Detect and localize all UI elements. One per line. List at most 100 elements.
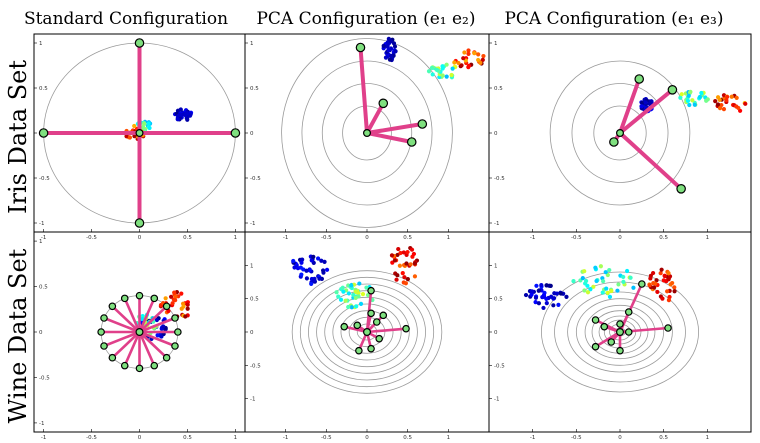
axis-endpoint-handle[interactable]	[676, 184, 686, 194]
axis-endpoint-handle[interactable]	[638, 280, 646, 288]
data-point	[582, 288, 587, 293]
x-tick-label: -0.5	[321, 235, 332, 241]
axis-endpoint-handle[interactable]	[634, 74, 645, 84]
axis-endpoint-handle[interactable]	[120, 361, 129, 370]
axis-endpoint-handle[interactable]	[134, 218, 145, 228]
axis-vector	[138, 330, 168, 360]
data-point	[404, 261, 409, 266]
axis-endpoint-handle[interactable]	[417, 119, 428, 129]
axis-endpoint-handle[interactable]	[108, 302, 117, 311]
data-point	[340, 285, 345, 290]
axis-endpoint-handle[interactable]	[609, 137, 619, 147]
data-point	[609, 288, 614, 294]
axis-endpoint-handle[interactable]	[667, 85, 678, 95]
data-point	[544, 301, 549, 306]
radius-ring	[571, 83, 669, 183]
axis-endpoint-handle[interactable]	[406, 137, 417, 147]
data-point	[659, 267, 664, 272]
data-point	[173, 298, 178, 303]
data-point	[466, 63, 472, 68]
axis-endpoint-handle[interactable]	[664, 324, 672, 332]
y-tick-label: 1	[494, 41, 498, 47]
data-point	[648, 276, 653, 281]
data-point	[564, 294, 569, 299]
axis-endpoint-handle[interactable]	[353, 321, 362, 330]
axis-endpoint-handle[interactable]	[607, 338, 616, 346]
axis-endpoint-handle[interactable]	[402, 324, 410, 333]
x-tick-label: -1	[283, 235, 288, 241]
axis-endpoint-handle[interactable]	[340, 322, 349, 331]
x-tick-label: 1	[706, 435, 710, 441]
y-tick-label: 0	[494, 131, 498, 137]
axis-vector	[138, 316, 177, 334]
axis-endpoint-handle[interactable]	[379, 311, 388, 320]
axis-endpoint-handle[interactable]	[230, 128, 241, 138]
x-tick-label: -1	[530, 235, 535, 241]
axis-endpoint-handle[interactable]	[367, 344, 375, 353]
x-tick-label: 0	[365, 435, 369, 441]
axis-endpoint-handle[interactable]	[600, 322, 609, 331]
axis-endpoint-handle[interactable]	[624, 328, 633, 336]
radius-ring	[308, 283, 426, 381]
axis-endpoint-handle[interactable]	[120, 294, 129, 303]
axis-endpoint-handle[interactable]	[367, 286, 375, 295]
data-point	[311, 278, 317, 283]
axis-endpoint-handle[interactable]	[162, 353, 171, 362]
data-point	[666, 271, 671, 276]
x-tick-label: 0.5	[403, 435, 412, 441]
axis-endpoint-handle[interactable]	[591, 342, 600, 351]
data-point	[666, 298, 672, 303]
axis-endpoint-handle[interactable]	[624, 308, 633, 316]
axis-endpoint-handle[interactable]	[97, 328, 105, 336]
axis-endpoint-handle[interactable]	[171, 342, 179, 350]
data-point	[449, 72, 454, 78]
axis-endpoint-handle[interactable]	[591, 316, 600, 324]
x-tick-label: 0	[138, 235, 142, 241]
axis-endpoint-handle[interactable]	[378, 98, 389, 109]
axis-endpoint-handle[interactable]	[355, 42, 366, 53]
data-point	[461, 56, 466, 61]
axis-endpoint-handle[interactable]	[616, 346, 624, 355]
data-point	[688, 89, 693, 94]
x-tick-label: -1	[41, 235, 46, 241]
panel-iris-pca12: -1 -0.5 0 0.5 1 -1 -0.5 0 0.5 1	[244, 33, 490, 241]
axis-endpoint-handle[interactable]	[135, 364, 144, 373]
axis-endpoint-handle[interactable]	[174, 328, 182, 336]
data-point	[411, 251, 417, 257]
axis-endpoint-handle[interactable]	[100, 342, 108, 350]
y-tick-label: 0	[494, 330, 498, 336]
x-tick-label: -0.5	[86, 435, 97, 441]
radius-ring	[549, 60, 691, 206]
data-point	[170, 301, 175, 306]
data-point	[621, 274, 626, 280]
origin-marker	[615, 328, 624, 337]
data-point	[155, 333, 160, 338]
axis-endpoint-handle[interactable]	[134, 38, 145, 48]
axis-endpoint-handle[interactable]	[355, 346, 363, 355]
axis-endpoint-handle[interactable]	[616, 320, 624, 328]
axis-endpoint-handle[interactable]	[171, 314, 179, 322]
axis-endpoint-handle[interactable]	[150, 294, 159, 303]
data-point	[319, 258, 324, 263]
data-point	[394, 277, 399, 282]
data-point	[588, 287, 593, 292]
axis-endpoint-handle[interactable]	[375, 334, 384, 343]
axis-endpoint-handle[interactable]	[367, 309, 375, 318]
axis-endpoint-handle[interactable]	[100, 314, 108, 322]
data-point	[311, 254, 316, 260]
data-point	[291, 258, 296, 264]
data-point	[364, 285, 369, 290]
panels-group: -1-0.500.51-1-0.500.51-1-0.500.51-1-0.50…	[33, 33, 752, 441]
axis-endpoint-handle[interactable]	[372, 318, 381, 326]
data-point	[185, 306, 190, 311]
y-tick-label: 0.5	[494, 297, 503, 303]
axis-endpoint-handle[interactable]	[150, 361, 159, 370]
data-point	[679, 92, 684, 97]
axis-endpoint-handle[interactable]	[135, 291, 144, 300]
plot-area	[291, 245, 443, 394]
axis-endpoint-handle[interactable]	[162, 302, 171, 311]
axis-endpoint-handle[interactable]	[108, 353, 117, 362]
plot-area	[281, 36, 486, 228]
axis-endpoint-handle[interactable]	[38, 128, 49, 138]
data-point	[687, 102, 692, 108]
